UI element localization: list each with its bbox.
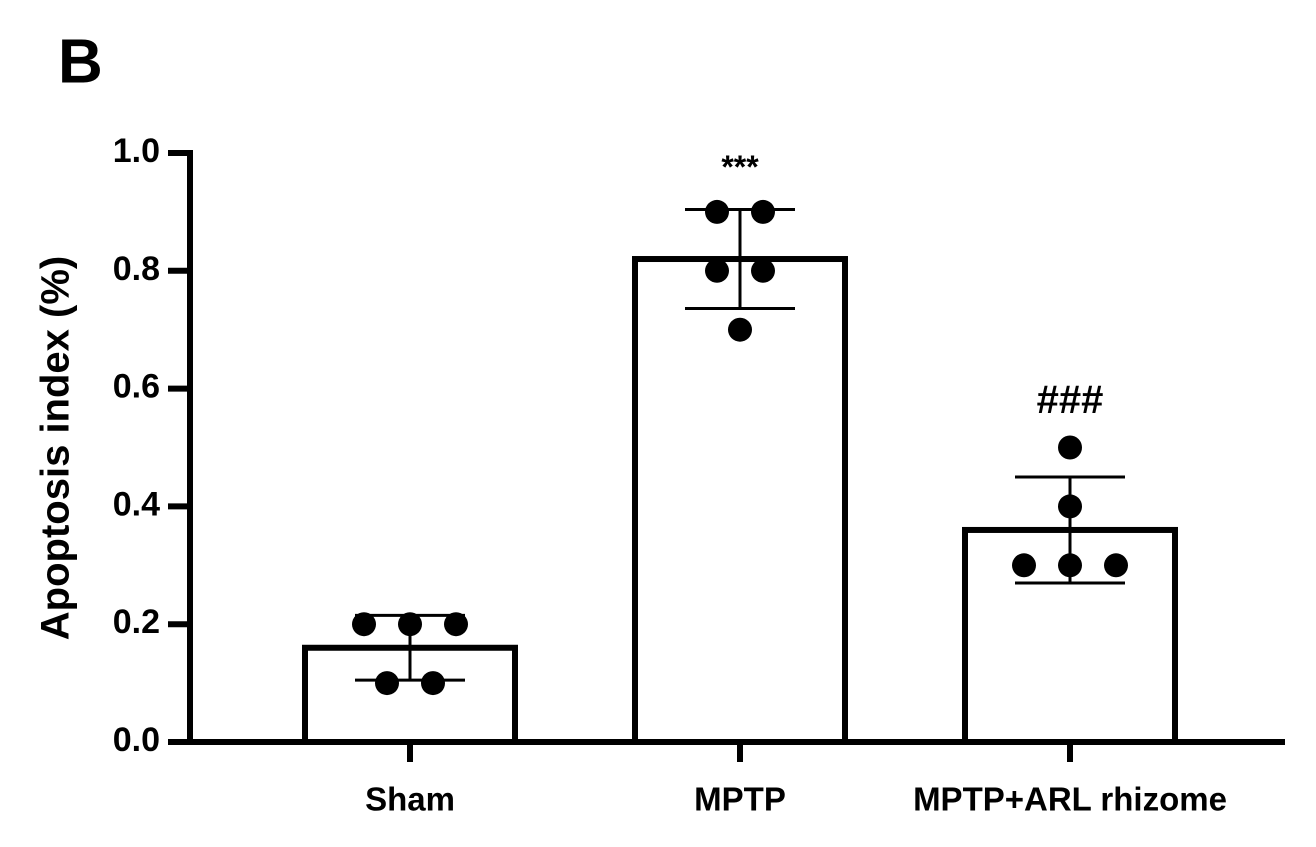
data-point	[1058, 494, 1082, 519]
data-point	[352, 612, 376, 637]
data-point	[398, 612, 422, 637]
data-point	[375, 671, 399, 696]
bar	[632, 256, 848, 745]
y-tick-label: 0.4	[113, 485, 160, 523]
data-point	[751, 258, 775, 283]
data-point	[705, 199, 729, 224]
x-tick-label: Sham	[365, 781, 455, 818]
data-point	[1012, 553, 1036, 578]
y-axis-label: Apoptosis index (%)	[34, 256, 78, 640]
data-point	[1058, 435, 1082, 460]
y-tick-label: 0.2	[113, 603, 160, 641]
x-tick-label: MPTP+ARL rhizome	[913, 781, 1227, 818]
x-tick-label: MPTP	[694, 781, 786, 818]
data-point	[705, 258, 729, 283]
y-tick-label: 0.6	[113, 368, 160, 406]
data-point	[1058, 553, 1082, 578]
data-point	[421, 671, 445, 696]
data-point	[444, 612, 468, 637]
error-bar	[685, 208, 795, 310]
y-tick-label: 0.0	[113, 721, 160, 759]
panel-label: B	[58, 27, 103, 96]
data-point	[728, 317, 752, 342]
significance-label: ***	[721, 149, 759, 185]
data-point	[751, 199, 775, 224]
data-point	[1104, 553, 1128, 578]
significance-label: ###	[1037, 378, 1104, 422]
y-tick-label: 0.8	[113, 250, 160, 288]
y-tick-label: 1.0	[113, 132, 160, 170]
